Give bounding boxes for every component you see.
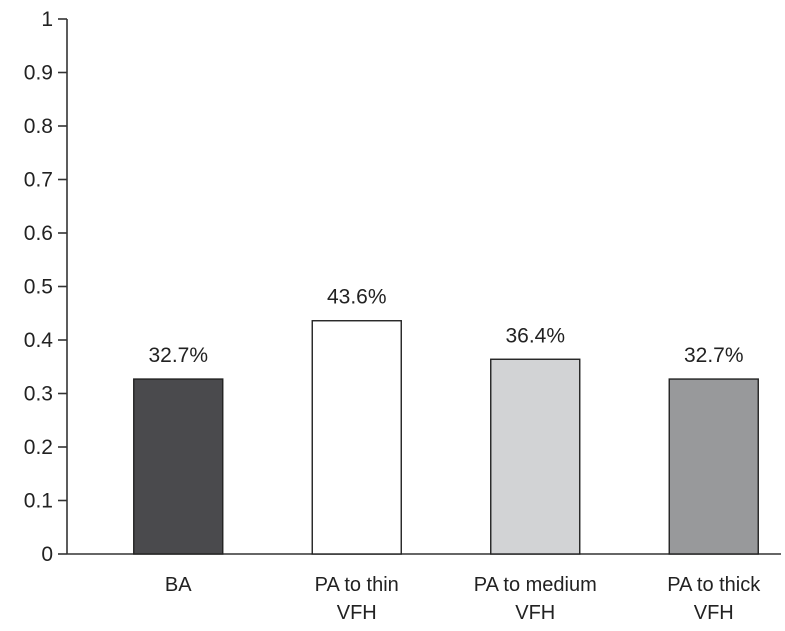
bar-3: [668, 378, 759, 555]
y-tick-label: 0.2: [24, 436, 53, 459]
data-labels-group: 32.7% 43.6% 36.4% 32.7%: [148, 286, 743, 367]
y-tick-label: 0.5: [24, 276, 53, 299]
data-label-2: 36.4%: [505, 324, 565, 347]
bar-1: [311, 320, 402, 555]
y-axis: 0 0.1 0.2 0.3 0.4 0.5 0.6 0.7 0.8 0.9 1: [24, 8, 68, 566]
category-label-2: PA to medium VFH: [474, 574, 597, 624]
category-label-line: VFH: [694, 602, 734, 624]
bar-2: [490, 358, 581, 555]
category-label-3: PA to thick VFH: [667, 574, 761, 624]
data-label-3: 32.7%: [684, 344, 744, 367]
bars-group: [133, 320, 759, 555]
category-label-line: PA to thick: [667, 574, 761, 596]
category-label-line: PA to thin: [315, 574, 399, 596]
y-tick-label: 0.1: [24, 490, 53, 513]
y-tick-label: 0.9: [24, 62, 53, 85]
category-label-line: BA: [165, 574, 192, 596]
category-label-line: VFH: [337, 602, 377, 624]
y-tick-label: 0.3: [24, 383, 53, 406]
data-label-0: 32.7%: [148, 344, 208, 367]
y-tick-label: 0: [41, 543, 53, 566]
category-label-line: VFH: [515, 602, 555, 624]
category-label-1: PA to thin VFH: [315, 574, 399, 624]
category-label-line: PA to medium: [474, 574, 597, 596]
data-label-1: 43.6%: [327, 286, 387, 309]
bar-0: [133, 378, 224, 555]
y-tick-label: 0.7: [24, 169, 53, 192]
y-tick-label: 1: [41, 8, 53, 31]
y-tick-label: 0.4: [24, 329, 54, 352]
category-label-0: BA: [165, 574, 192, 596]
y-tick-label: 0.6: [24, 222, 53, 245]
y-tick-label: 0.8: [24, 115, 53, 138]
